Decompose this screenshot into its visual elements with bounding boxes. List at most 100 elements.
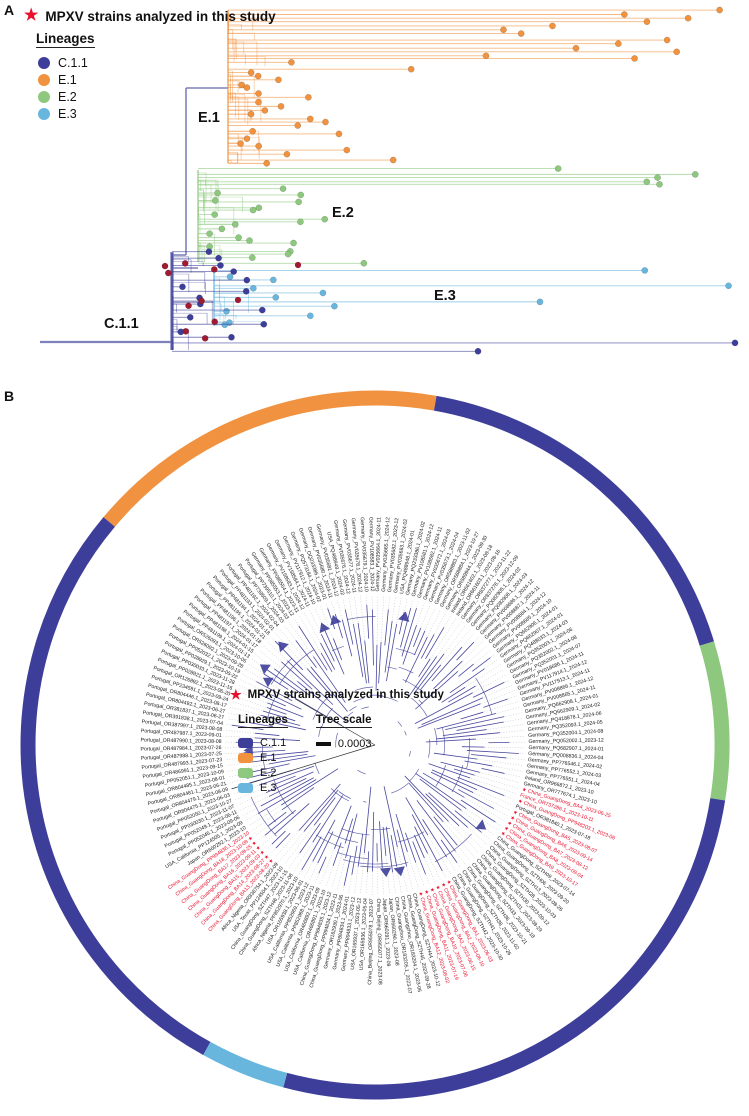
tree-tip: [246, 237, 253, 244]
strain-label: Portugal_OR487984.1_2023-07-26: [140, 745, 221, 753]
tree-tip: [186, 314, 194, 321]
study-strain-tip: [294, 261, 302, 269]
tree-tip: [238, 81, 246, 89]
lineage-ring-segment: [203, 1041, 288, 1088]
tree-tip: [283, 150, 291, 158]
lineage-e3-swatch: [38, 108, 50, 120]
study-strains-label-b: MPXV strains analyzed in this study: [247, 688, 444, 701]
tree-tip: [554, 165, 562, 172]
clade-label-c11: C.1.1: [104, 316, 139, 332]
tree-tip: [255, 142, 263, 150]
study-strain-tip: [201, 334, 209, 342]
tree-scale-bar: [315, 742, 331, 746]
tree-tip: [243, 276, 251, 284]
strain-label: China_Beijing_OR955078.1_2023-07: [367, 898, 375, 984]
lineage-e1-label: E.1: [58, 73, 77, 87]
lineage-e1-swatch: [38, 74, 50, 86]
tree-tip: [255, 90, 262, 97]
tree-tip: [211, 211, 219, 218]
tree-tip: [279, 185, 287, 193]
lineage-ring-segment: [283, 798, 726, 1100]
tree-tip: [643, 18, 651, 26]
tree-tip: [572, 44, 580, 52]
tree-tip: [517, 30, 525, 37]
strain-label: Japan_OR660291.1_2023-09: [381, 898, 391, 967]
lineage-ring-segment: [699, 641, 730, 801]
tree-tip: [482, 52, 490, 60]
study-strain-tip: [164, 269, 172, 277]
tree-tip: [343, 146, 351, 154]
collapsed-clade-triangle: [393, 866, 405, 877]
study-strain-tip: [161, 262, 169, 270]
collapsed-clade-triangle: [278, 641, 289, 653]
panel-a-legend: ★ MPXV strains analyzed in this study Li…: [24, 8, 276, 124]
tree-tip: [621, 11, 628, 18]
tree-tip: [500, 26, 507, 34]
panel-b: B Germany_PV035664.1_2024-11 Germany_PV03…: [0, 380, 749, 1116]
tree-tip: [230, 268, 238, 275]
lineage-c11-label: C.1.1: [58, 56, 88, 70]
tree-tip: [242, 288, 250, 295]
tree-tip: [297, 218, 304, 226]
study-strains-legend-b: ★ MPXV strains analyzed in this study: [230, 688, 500, 701]
tree-tip: [237, 140, 244, 147]
tree-tip: [643, 178, 651, 186]
tree-tip: [691, 171, 699, 178]
tree-tip: [272, 294, 280, 301]
tree-scale-value: 0.0003: [337, 738, 372, 750]
legend-item-e1: E.1: [38, 73, 276, 87]
tree-tip: [716, 6, 723, 14]
collapsed-clade-triangle: [262, 677, 274, 688]
lineage-ring-segment: [103, 390, 437, 527]
tree-tip: [295, 198, 302, 206]
panel-b-circular-tree-svg: Germany_PV035664.1_2024-11Germany_PV0356…: [20, 390, 730, 1100]
tree-tip: [536, 298, 544, 306]
legend-item-e1: E.1: [238, 752, 288, 764]
lineage-ring-segment: [20, 517, 211, 1056]
tree-tip: [631, 55, 638, 62]
strain-label: Portugal_OR487987.1_2023-09-01: [141, 728, 222, 739]
panel-a-tree-svg: [40, 6, 739, 355]
study-strain-tip: [211, 318, 219, 326]
tree-tip: [297, 191, 305, 199]
study-strain-tip: [181, 260, 189, 267]
tree-tip: [261, 107, 269, 114]
tree-tip: [294, 122, 302, 129]
tree-tip: [249, 127, 257, 135]
lineage-e3-label: E.3: [58, 107, 77, 121]
tree-tip: [321, 215, 329, 223]
tree-tip: [260, 320, 268, 328]
legend-item-e3: E.3: [238, 782, 288, 794]
tree-tip: [389, 156, 397, 164]
collapsed-clade-triangle: [319, 622, 331, 634]
tree-tip: [255, 204, 263, 212]
red-star-icon: ★: [24, 7, 39, 24]
tree-scale-title: Tree scale: [315, 714, 372, 728]
legend-item-c11: C.1.1: [38, 56, 276, 70]
tree-tip: [249, 284, 257, 292]
lineage-e3-swatch: [238, 783, 253, 793]
tree-tip: [725, 282, 732, 290]
clade-label-e2: E.2: [332, 205, 354, 221]
tree-tip: [731, 339, 739, 347]
tree-tip: [249, 206, 257, 214]
tree-tip: [654, 174, 661, 181]
panel-b-legend: ★ MPXV strains analyzed in this study Li…: [230, 688, 500, 797]
lineages-title: Lineages: [36, 31, 95, 48]
lineage-e2-label: E.2: [260, 767, 277, 779]
strain-label: Germany_PV035664.1_2024-11: [375, 517, 382, 592]
study-strain-tip: [198, 297, 205, 305]
tree-tip: [684, 14, 692, 22]
collapsed-clade-triangle: [475, 819, 487, 830]
strain-label: Germany_PQ052002.1_2023-12: [528, 738, 603, 745]
lineage-e2-swatch: [38, 91, 50, 103]
tree-tip: [214, 189, 221, 197]
tree-tip: [549, 22, 556, 30]
lineage-e2-label: E.2: [58, 90, 77, 104]
lineage-e1-swatch: [238, 753, 253, 763]
tree-tip: [641, 267, 649, 274]
tree-tip: [663, 36, 671, 44]
lineage-c11-swatch: [238, 738, 253, 748]
legend-item-c11: C.1.1: [238, 737, 288, 749]
tree-tip: [322, 118, 329, 126]
